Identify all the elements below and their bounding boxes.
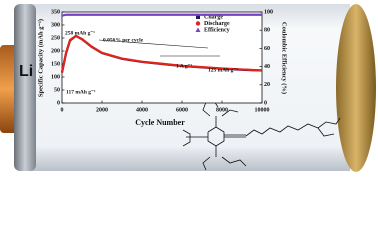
y-tick-label: 200 — [51, 48, 60, 54]
y-tick-label: 250 — [51, 35, 60, 41]
annotation: 117 mAh g⁻¹ — [66, 89, 96, 95]
cathode — [336, 4, 376, 172]
series-line — [61, 13, 262, 17]
x-tick-label: 4000 — [136, 107, 148, 113]
legend-label: Discharge — [204, 21, 230, 27]
y-tick-label: 0 — [57, 100, 60, 106]
plot-frame — [61, 11, 263, 104]
y2-tick-label: 0 — [264, 100, 267, 106]
legend-marker — [195, 21, 201, 26]
y2-axis-label: Coulombic Efficiency (%) — [281, 22, 288, 94]
annotation: 0.056% per cycle — [103, 37, 144, 43]
series-line — [60, 34, 263, 73]
legend-label: Charge — [204, 14, 223, 20]
y2-tick-label: 60 — [264, 46, 270, 52]
graphical-abstract: Li Cycle Number Specific Capacity (mAh g… — [0, 4, 376, 172]
y-axis-label: Specific Capacity (mAh g⁻¹) — [37, 19, 44, 97]
x-tick-label: 2000 — [96, 107, 108, 113]
annotation: 258 mAh g⁻¹ — [65, 30, 95, 36]
legend-marker — [195, 27, 201, 32]
x-tick-label: 8000 — [216, 107, 228, 113]
x-axis-label: Cycle Number — [135, 118, 185, 127]
y-tick-label: 100 — [51, 74, 60, 80]
legend-marker — [196, 15, 200, 19]
anode-label: Li — [19, 63, 33, 80]
annotation-arrow — [98, 39, 209, 49]
y-tick-label: 350 — [51, 9, 60, 15]
chart: Cycle Number Specific Capacity (mAh g⁻¹)… — [37, 11, 288, 127]
annotation: 125 mAh g⁻¹ — [208, 67, 238, 73]
legend-label: Efficiency — [204, 27, 230, 33]
y2-tick-label: 40 — [264, 64, 270, 70]
y2-tick-label: 100 — [264, 9, 273, 15]
x-tick-label: 0 — [61, 107, 64, 113]
anode — [14, 4, 36, 171]
x-tick-label: 10000 — [255, 107, 270, 113]
y-tick-label: 150 — [51, 61, 60, 67]
molecule — [182, 100, 341, 171]
y-tick-label: 50 — [54, 87, 60, 93]
y2-tick-label: 20 — [264, 82, 270, 88]
x-tick-label: 6000 — [176, 107, 188, 113]
y2-tick-label: 80 — [264, 28, 270, 34]
annotation: 1 A g⁻¹ — [176, 63, 193, 69]
y-tick-label: 300 — [51, 22, 60, 28]
